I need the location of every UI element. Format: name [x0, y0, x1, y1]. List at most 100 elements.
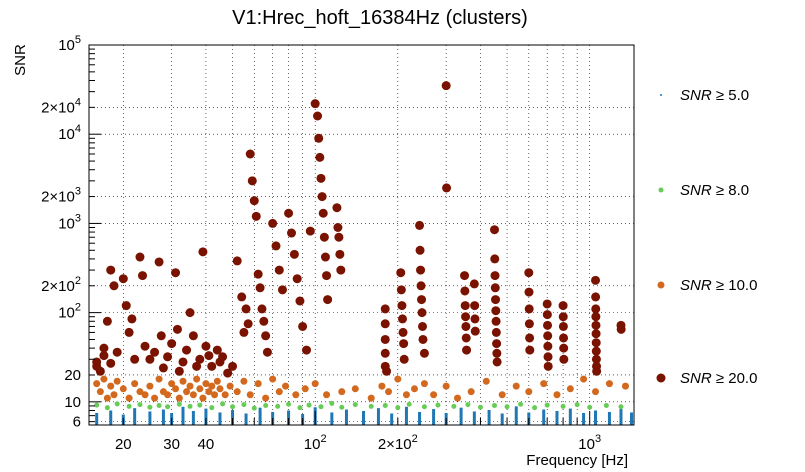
point-series-3: [543, 341, 553, 351]
point-series-3: [261, 331, 271, 341]
point-series-1: [126, 403, 132, 409]
point-series-3: [185, 308, 195, 318]
x-tick-label: 103: [578, 433, 601, 453]
x-tick-label: 30: [163, 436, 180, 453]
point-series-2: [113, 377, 121, 385]
point-series-3: [399, 354, 409, 364]
point-series-3: [320, 252, 330, 262]
point-series-3: [591, 275, 601, 285]
point-series-2: [202, 380, 210, 388]
point-series-1: [504, 404, 510, 410]
y-tick-label: 104: [58, 123, 81, 143]
point-series-2: [226, 382, 234, 390]
point-series-3: [109, 281, 119, 291]
point-series-3: [524, 287, 534, 297]
point-series-2: [164, 391, 172, 399]
y-tick-label: 103: [58, 212, 81, 232]
point-series-3: [195, 354, 205, 364]
point-series-3: [257, 304, 267, 314]
point-series-3: [145, 354, 155, 364]
point-series-3: [112, 347, 122, 357]
point-series-3: [212, 345, 222, 355]
point-series-2: [410, 385, 418, 393]
point-series-3: [243, 319, 253, 329]
point-series-3: [333, 223, 343, 233]
point-series-2: [205, 388, 213, 396]
y-tick-label: 2×104: [41, 96, 81, 116]
point-series-3: [201, 341, 211, 351]
point-series-3: [524, 319, 534, 329]
point-series-2: [592, 388, 600, 396]
point-series-2: [216, 385, 224, 393]
legend-marker-1: [658, 187, 664, 193]
legend-label-3: SNR ≥ 20.0: [680, 370, 757, 387]
point-series-2: [141, 391, 149, 399]
point-series-3: [461, 312, 471, 322]
point-series-3: [198, 247, 208, 257]
point-series-1: [421, 404, 427, 410]
point-series-3: [616, 324, 626, 334]
point-series-3: [305, 226, 315, 236]
point-series-2: [199, 394, 207, 402]
point-series-1: [395, 405, 401, 411]
point-series-3: [106, 265, 116, 275]
point-series-3: [99, 351, 109, 361]
point-series-3: [591, 329, 601, 339]
point-series-2: [292, 391, 300, 399]
point-series-3: [118, 274, 128, 284]
point-series-1: [477, 404, 483, 410]
point-series-3: [245, 149, 255, 159]
point-series-2: [512, 382, 520, 390]
point-series-2: [351, 385, 359, 393]
point-series-3: [167, 339, 177, 349]
point-series-1: [339, 404, 345, 410]
point-series-3: [542, 299, 552, 309]
point-series-2: [525, 388, 533, 396]
point-series-3: [247, 176, 257, 186]
point-series-3: [559, 343, 569, 353]
point-series-2: [183, 388, 191, 396]
point-series-1: [104, 405, 110, 411]
point-series-2: [208, 382, 216, 390]
point-series-3: [397, 314, 407, 324]
point-series-3: [382, 366, 392, 376]
point-series-3: [298, 321, 308, 331]
point-series-3: [470, 301, 480, 311]
point-series-3: [259, 316, 269, 326]
point-series-1: [251, 405, 257, 411]
point-series-3: [542, 310, 552, 320]
point-series-3: [380, 304, 390, 314]
point-series-2: [605, 380, 613, 388]
point-series-3: [292, 274, 302, 284]
point-series-3: [295, 296, 305, 306]
point-series-2: [221, 391, 229, 399]
point-series-3: [174, 366, 184, 376]
point-series-1: [518, 401, 524, 407]
point-series-3: [461, 321, 471, 331]
point-series-3: [289, 249, 299, 259]
point-series-3: [491, 295, 501, 305]
point-series-2: [420, 380, 428, 388]
point-series-3: [399, 339, 409, 349]
point-series-3: [419, 348, 429, 358]
point-series-2: [246, 391, 254, 399]
point-series-3: [524, 268, 534, 278]
point-series-2: [151, 394, 159, 402]
point-series-3: [398, 327, 408, 337]
point-series-3: [319, 232, 329, 242]
point-series-3: [253, 269, 263, 279]
point-series-3: [154, 257, 164, 267]
point-series-2: [186, 382, 194, 390]
point-series-1: [197, 402, 203, 408]
point-series-1: [94, 402, 100, 408]
x-tick-label: 40: [198, 436, 215, 453]
point-series-3: [543, 320, 553, 330]
point-series-3: [490, 225, 500, 235]
point-series-3: [336, 265, 346, 275]
point-series-3: [525, 345, 535, 355]
legend-marker-2: [657, 281, 665, 289]
point-series-3: [491, 316, 501, 326]
point-series-3: [460, 301, 470, 311]
point-series-2: [311, 380, 319, 388]
point-series-1: [286, 401, 292, 407]
